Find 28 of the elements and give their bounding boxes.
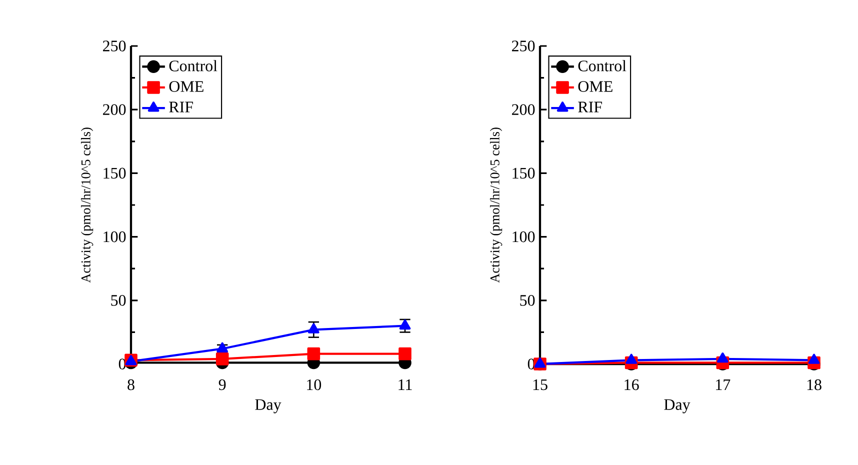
x-tick-label: 9	[218, 379, 226, 390]
x-tick-label: 11	[398, 379, 412, 390]
x-axis-title: Day	[255, 399, 282, 414]
y-axis-title: Activity (pmol/hr/10^5 cells)	[80, 128, 94, 283]
x-tick-label: 15	[533, 379, 548, 390]
y-axis-title: Activity (pmol/hr/10^5 cells)	[490, 128, 502, 283]
x-tick-label: 16	[624, 379, 639, 390]
y-tick-label: 50	[111, 295, 126, 306]
y-tick-label: 250	[103, 40, 126, 52]
y-tick-label: 150	[104, 168, 126, 179]
legend-label: OME	[578, 81, 612, 92]
x-tick-label: 18	[807, 379, 822, 390]
x-tick-label: 8	[128, 379, 134, 390]
legend-label: Control	[578, 60, 626, 72]
y-tick-label: 250	[512, 40, 535, 52]
x-axis-title: Day	[664, 399, 690, 414]
y-tick-label: 200	[512, 104, 535, 115]
y-tick-label: 100	[104, 231, 126, 242]
y-tick-label: 100	[512, 231, 535, 242]
y-tick-label: 50	[520, 295, 535, 306]
y-tick-label: 150	[512, 168, 535, 179]
y-tick-label: 200	[103, 104, 126, 115]
legend-label: RIF	[169, 102, 193, 112]
x-tick-label: 10	[307, 379, 322, 390]
legend-label: OME	[169, 81, 204, 92]
legend-label: Control	[169, 60, 218, 72]
legend-label: RIF	[578, 102, 602, 112]
x-tick-label: 17	[716, 379, 730, 390]
